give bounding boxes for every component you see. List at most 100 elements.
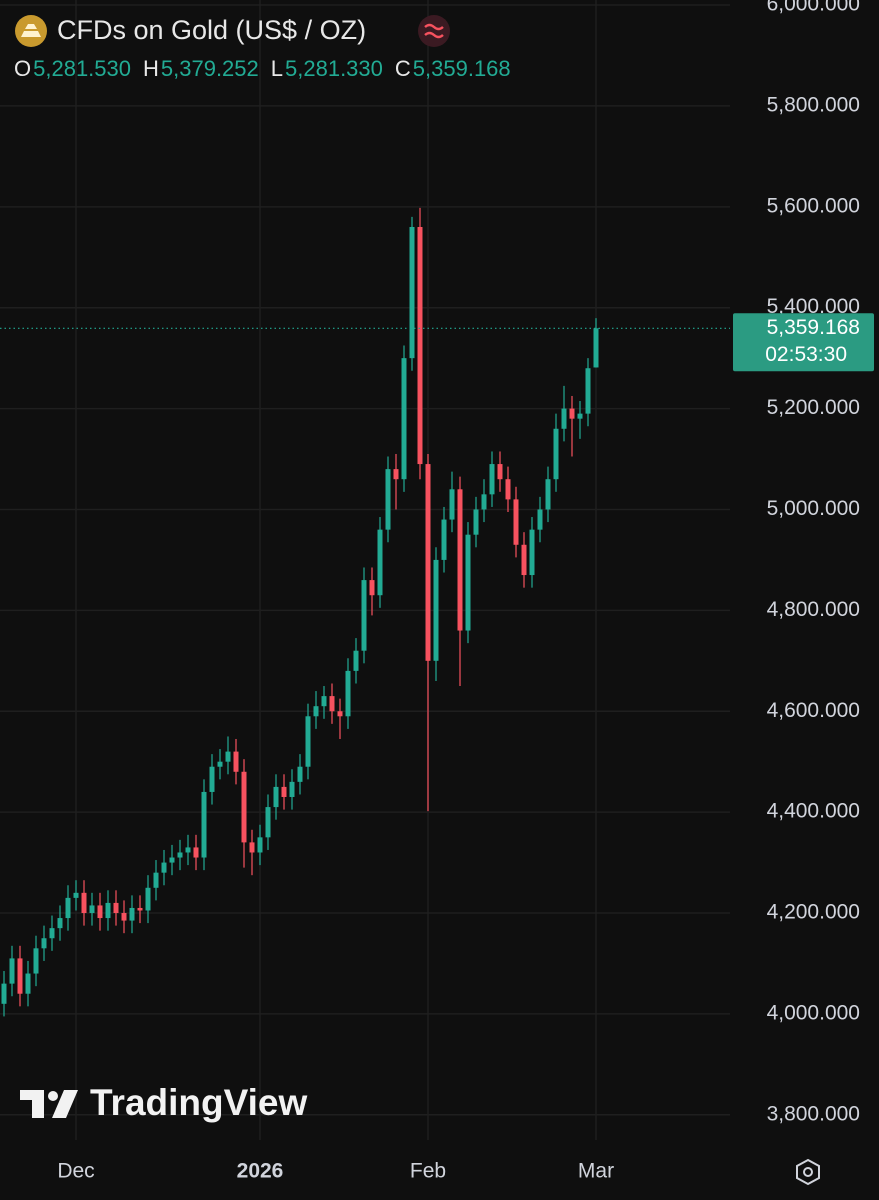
candle-body [521,544,527,576]
candle-body [193,847,199,858]
candle-body [441,519,447,560]
y-tick-label: 5,200.000 [767,396,860,419]
candle-body [409,226,415,359]
ohlc-value: 5,379.252 [161,56,259,81]
candle-body [289,781,295,797]
candle-body [385,469,391,530]
candle-body [585,368,591,414]
price-label: 5,359.168 [767,316,860,339]
candle-body [185,847,191,853]
y-tick-label: 5,400.000 [767,295,860,318]
candle-body [513,499,519,545]
candle-body [353,650,359,671]
candle-body [177,852,183,858]
candles [1,207,599,1017]
candle-body [113,902,119,914]
x-tick-label: Feb [410,1160,446,1183]
ohlc-value: 5,281.330 [285,56,383,81]
candle-body [313,706,319,717]
candle-body [593,328,599,368]
candle-body [425,464,431,661]
y-tick-label: 4,200.000 [767,901,860,924]
y-tick-label: 4,400.000 [767,800,860,823]
candle-body [169,857,175,863]
candle-body [329,696,335,712]
candle-body [233,751,239,772]
y-tick-label: 5,000.000 [767,497,860,520]
price-countdown: 02:53:30 [765,343,847,366]
candle-body [137,907,143,911]
x-tick-label: Dec [57,1160,94,1183]
candle-body [17,958,23,994]
watermark: TradingView [90,1082,307,1123]
candle-body [33,948,39,974]
candle-body [489,464,495,495]
candle-body [49,928,55,939]
ohlc-key: C [395,56,411,81]
candle-body [81,892,87,914]
watermark-logo [20,1090,78,1118]
candle-body [73,892,79,898]
y-tick-label: 4,000.000 [767,1001,860,1024]
candle-body [345,670,351,717]
candle-body [457,489,463,631]
candle-body [281,786,287,797]
candle-body [433,559,439,661]
candle-body [145,887,151,911]
candle-body [257,837,263,853]
candle-body [153,872,159,888]
candle-body [41,938,47,949]
candle-body [65,897,71,919]
candle-body [89,905,95,914]
candle-body [273,786,279,808]
candle-body [561,408,567,429]
candle-body [577,413,583,419]
candle-body [481,494,487,510]
x-tick-label: 2026 [237,1160,284,1183]
ohlc-key: H [143,56,159,81]
candle-body [217,761,223,767]
x-tick-label: Mar [578,1160,614,1183]
candle-body [57,918,63,929]
ohlc-legend: O 5,281.530 H 5,379.252 L 5,281.330 C 5,359.168 [14,56,511,81]
candle-body [449,489,455,520]
symbol-icon [15,15,47,47]
price-label-box [733,313,874,372]
y-tick-label: 4,600.000 [767,699,860,722]
candle-body [465,534,471,631]
candle-body [265,807,271,838]
y-tick-label: 5,600.000 [767,194,860,217]
candle-body [473,509,479,535]
overlay: 5,359.168 02:53:30 [0,313,874,372]
candle-body [361,580,367,651]
y-tick-label: 4,800.000 [767,598,860,621]
market-icon[interactable] [418,15,450,47]
candle-body [497,464,503,480]
ohlc-key: L [271,56,283,81]
candle-body [201,791,207,858]
candle-body [121,913,127,921]
candle-body [369,580,375,596]
candle-body [401,358,407,480]
candle-body [529,529,535,576]
candle-body [1,983,7,1004]
candle-body [337,711,343,717]
candle-body [297,766,303,782]
candle-body [505,479,511,500]
candle-body [209,766,215,792]
candle-body [377,529,383,596]
candle-body [249,842,255,853]
settings-icon[interactable] [796,1158,820,1186]
candle-body [97,905,103,919]
candle-body [305,716,311,767]
candle-body [417,226,423,465]
candle-body [537,509,543,530]
candle-body [241,771,247,843]
candle-body [129,907,135,921]
candle-body [105,902,111,919]
candle-body [9,958,15,984]
candle-body [569,408,575,419]
